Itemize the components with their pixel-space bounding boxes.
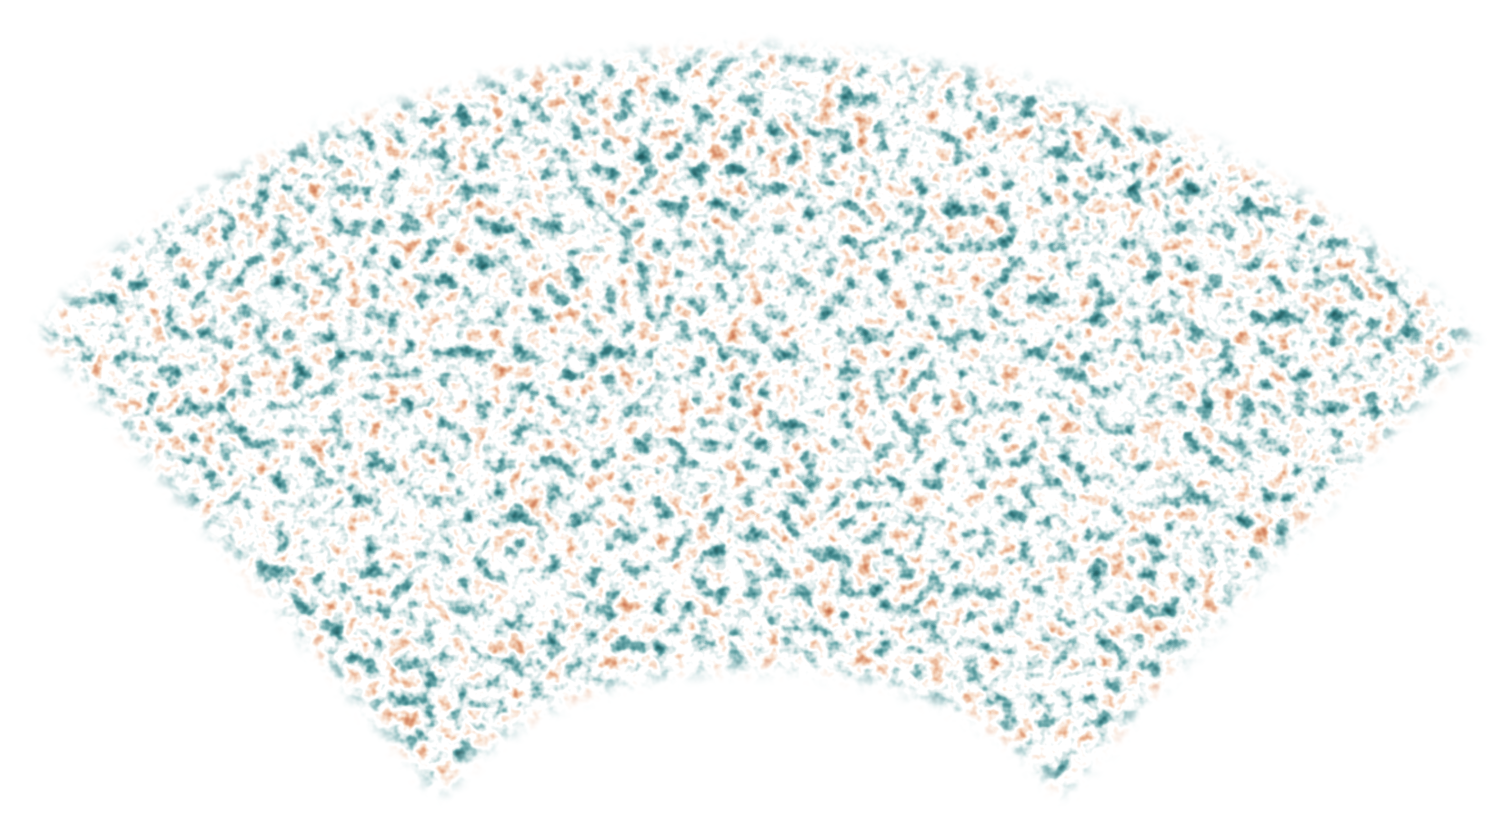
temperature-fluctuation-field xyxy=(0,0,1500,833)
sky-map-svg xyxy=(0,0,1500,833)
sky-map-canvas xyxy=(0,0,1500,833)
fan-shaped-sky-map-icon xyxy=(0,0,1500,833)
